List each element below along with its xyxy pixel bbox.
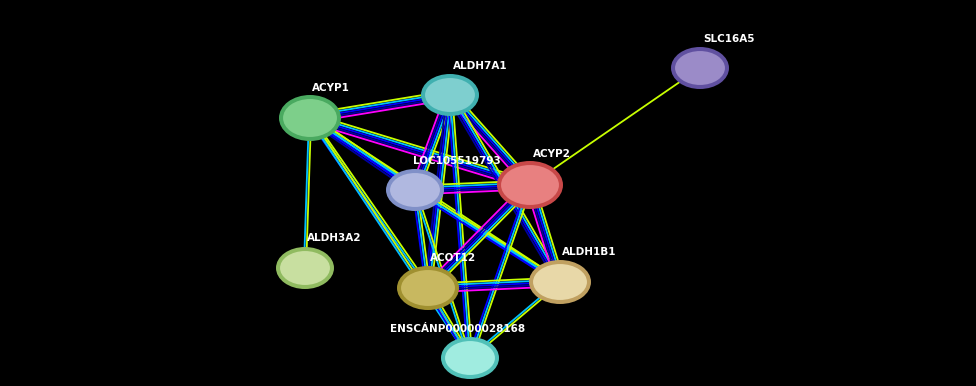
Ellipse shape [421, 74, 479, 116]
Ellipse shape [279, 250, 331, 286]
Ellipse shape [671, 47, 729, 89]
Ellipse shape [397, 266, 459, 310]
Text: ACYP2: ACYP2 [533, 149, 571, 159]
Ellipse shape [497, 161, 563, 209]
Text: ALDH3A2: ALDH3A2 [307, 233, 361, 243]
Text: SLC16A5: SLC16A5 [703, 34, 754, 44]
Ellipse shape [532, 263, 588, 301]
Ellipse shape [282, 98, 338, 138]
Ellipse shape [529, 260, 591, 304]
Ellipse shape [441, 337, 499, 379]
Ellipse shape [276, 247, 334, 289]
Ellipse shape [444, 340, 496, 376]
Ellipse shape [389, 172, 441, 208]
Text: LOC105519793: LOC105519793 [413, 156, 501, 166]
Text: ALDH1B1: ALDH1B1 [562, 247, 617, 257]
Ellipse shape [279, 95, 341, 141]
Text: ALDH7A1: ALDH7A1 [453, 61, 508, 71]
Ellipse shape [674, 50, 726, 86]
Ellipse shape [500, 164, 560, 206]
Text: ACOT12: ACOT12 [430, 253, 476, 263]
Text: ACYP1: ACYP1 [312, 83, 349, 93]
Text: ENSCÁNP00000028168: ENSCÁNP00000028168 [390, 324, 525, 334]
Ellipse shape [424, 77, 476, 113]
Ellipse shape [400, 269, 456, 307]
Ellipse shape [386, 169, 444, 211]
